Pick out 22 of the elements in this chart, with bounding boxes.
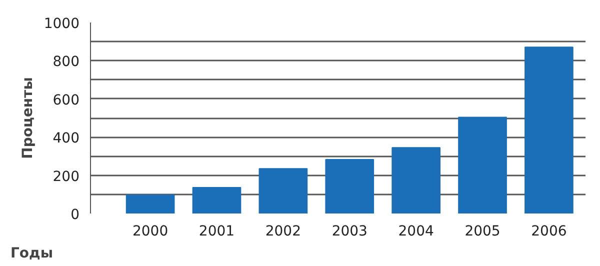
bar bbox=[258, 168, 308, 214]
bar bbox=[524, 46, 574, 214]
x-tick-label: 2001 bbox=[198, 224, 235, 240]
x-tick-label: 2005 bbox=[464, 224, 500, 240]
bar bbox=[192, 187, 242, 214]
y-axis-title: Проценты bbox=[20, 77, 36, 159]
y-tick-label: 0 bbox=[70, 207, 80, 223]
y-tick-label: 800 bbox=[52, 54, 80, 70]
bar bbox=[126, 194, 175, 214]
bar bbox=[458, 116, 507, 214]
bar bbox=[392, 147, 440, 214]
x-axis-title: Годы bbox=[10, 246, 54, 262]
x-tick-label: 2004 bbox=[398, 224, 434, 240]
x-tick-label: 2002 bbox=[265, 224, 302, 240]
y-tick-label: 200 bbox=[52, 168, 80, 185]
y-tick-label: 600 bbox=[52, 92, 80, 108]
x-tick-label: 2003 bbox=[332, 224, 368, 240]
x-tick-label: 2006 bbox=[531, 224, 567, 240]
y-tick-label: 1000 bbox=[44, 16, 80, 32]
bar bbox=[325, 158, 374, 214]
y-tick-label: 400 bbox=[52, 130, 80, 147]
x-tick-label: 2000 bbox=[132, 224, 168, 240]
